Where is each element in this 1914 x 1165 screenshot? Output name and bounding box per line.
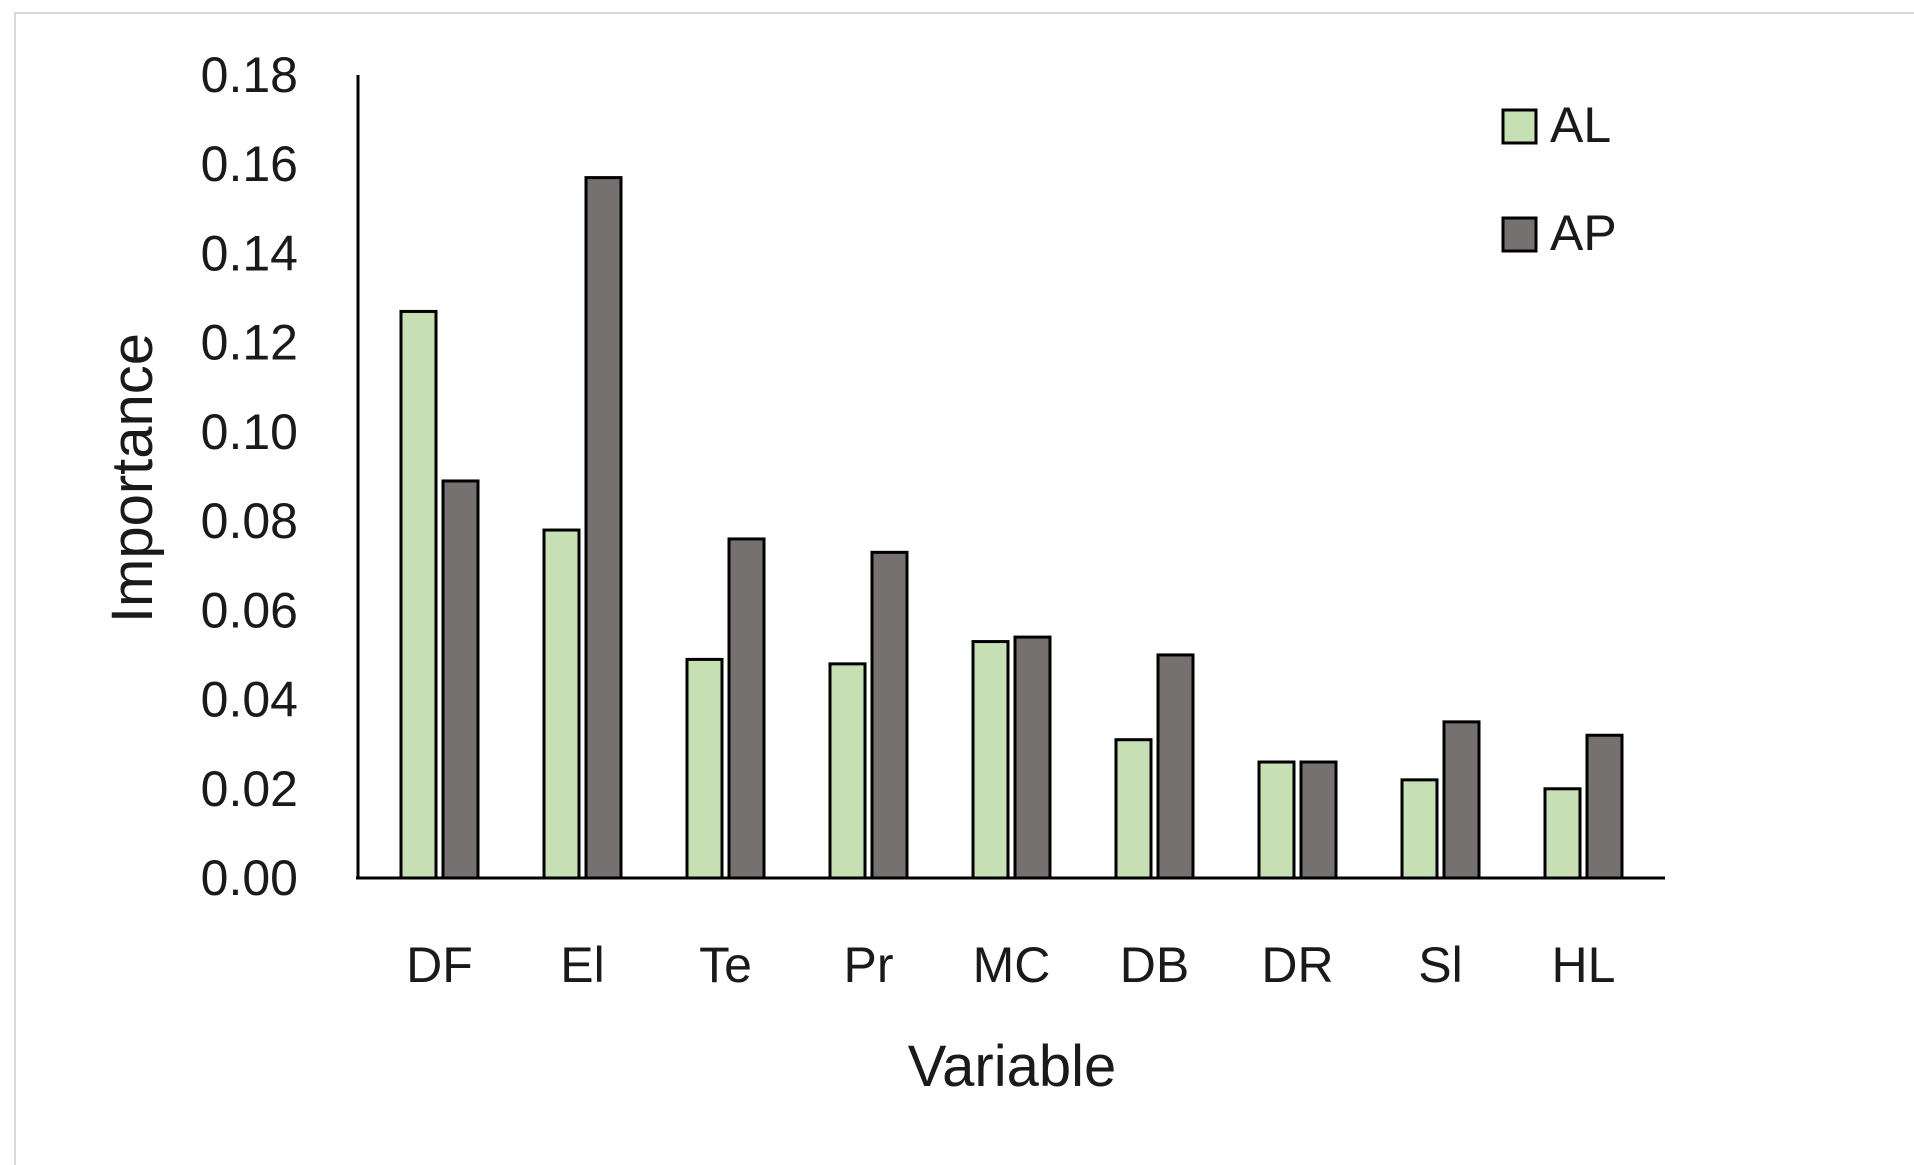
bar-AL-Te <box>685 657 724 880</box>
y-tick-label: 0.16 <box>201 136 298 192</box>
bar-AL-MC <box>971 640 1010 880</box>
legend-label: AP <box>1550 205 1617 261</box>
x-tick-label: HL <box>1552 937 1616 993</box>
bar-AP-Pr <box>870 550 909 880</box>
y-tick-label: 0.02 <box>201 761 298 817</box>
bar-AP-DB <box>1156 653 1195 880</box>
y-tick-label: 0.14 <box>201 225 298 281</box>
bar-AP-Te <box>727 537 766 880</box>
y-axis-title: Importance <box>100 333 165 623</box>
bar-AP-HL <box>1585 733 1624 880</box>
y-axis-tick-labels: 0.00 0.02 0.04 0.06 0.08 0.10 0.12 0.14 0.16 0.18 <box>201 47 298 906</box>
legend: AL AP <box>1501 97 1617 261</box>
y-tick-label: 0.00 <box>201 850 298 906</box>
bars <box>399 176 1624 880</box>
x-tick-label: DF <box>406 937 473 993</box>
bar-AL-DR <box>1257 760 1296 880</box>
bar-AL-DF <box>399 309 438 880</box>
x-axis-tick-labels: DF El Te Pr MC DB DR Sl HL <box>406 937 1615 993</box>
bar-AP-Sl <box>1442 720 1481 880</box>
bar-AL-El <box>542 528 581 880</box>
x-tick-label: Te <box>699 937 752 993</box>
y-tick-label: 0.10 <box>201 404 298 460</box>
legend-swatch-AP <box>1501 216 1538 253</box>
x-tick-label: DB <box>1120 937 1189 993</box>
x-tick-label: Pr <box>844 937 894 993</box>
x-axis-title: Variable <box>908 1034 1117 1099</box>
y-tick-label: 0.06 <box>201 582 298 638</box>
legend-label: AL <box>1550 97 1611 153</box>
x-tick-label: El <box>560 937 604 993</box>
y-tick-label: 0.18 <box>201 47 298 103</box>
bar-AP-MC <box>1013 635 1052 880</box>
y-tick-label: 0.08 <box>201 493 298 549</box>
bar-AP-El <box>584 176 623 880</box>
bar-AL-HL <box>1543 787 1582 880</box>
bar-AL-DB <box>1114 738 1153 880</box>
x-tick-label: MC <box>973 937 1051 993</box>
x-tick-label: DR <box>1261 937 1333 993</box>
x-tick-label: Sl <box>1418 937 1462 993</box>
y-tick-label: 0.04 <box>201 672 298 728</box>
chart-frame <box>14 12 1914 1165</box>
bar-AL-Pr <box>828 662 867 880</box>
bar-AP-DF <box>441 479 480 880</box>
y-tick-label: 0.12 <box>201 315 298 371</box>
bar-AL-Sl <box>1400 778 1439 880</box>
bar-AP-DR <box>1299 760 1338 880</box>
legend-swatch-AL <box>1501 108 1538 145</box>
